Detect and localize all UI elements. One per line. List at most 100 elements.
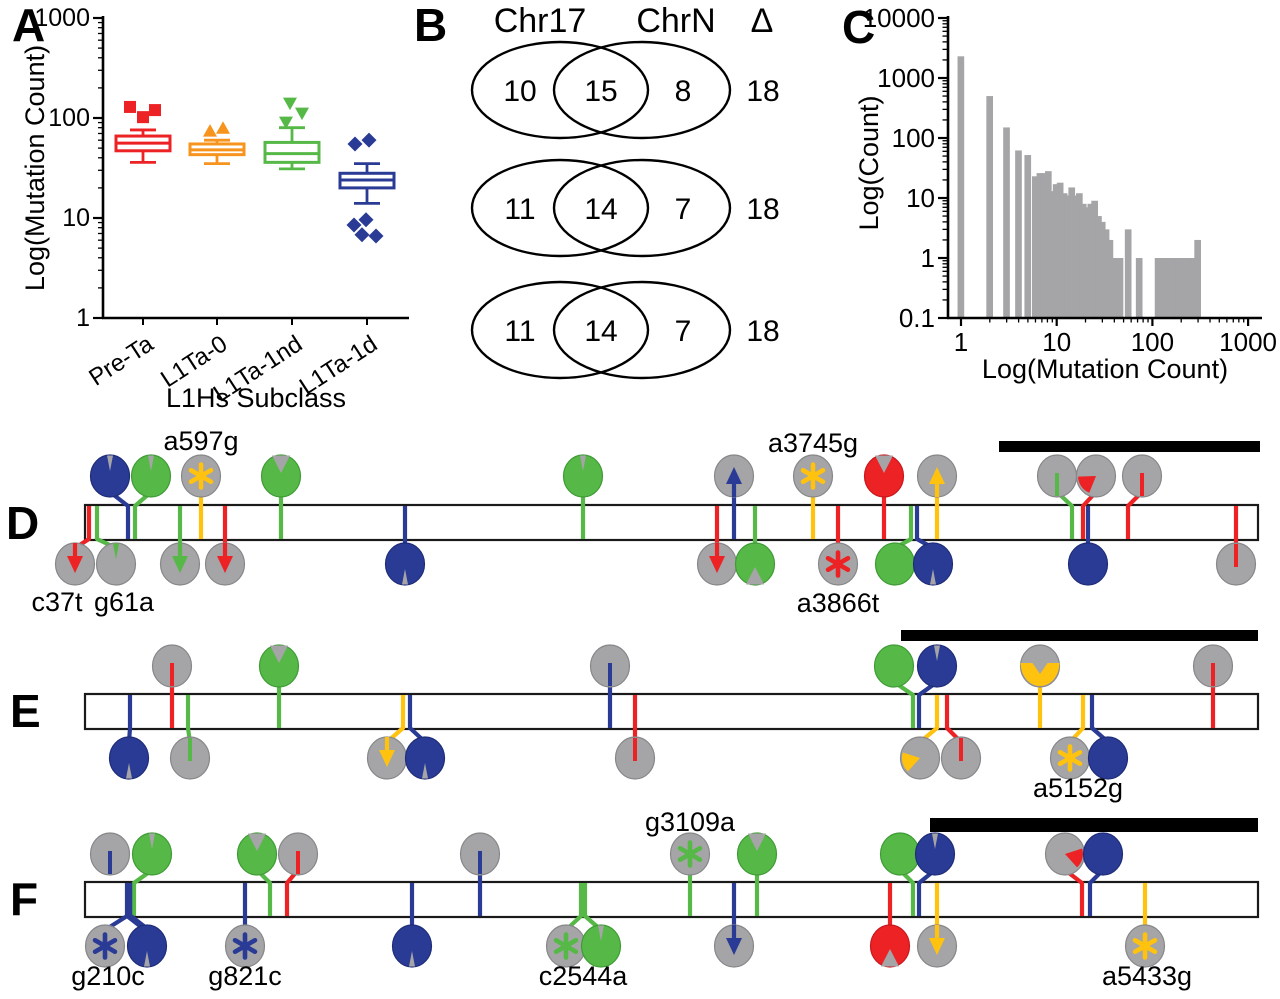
histogram-bar [1124, 229, 1132, 318]
asterisk-mark [800, 467, 826, 485]
mutation-annotation: c2544a [539, 961, 629, 991]
mutation-circle [258, 644, 300, 688]
venn-count-right: 8 [675, 75, 692, 108]
outlier-marker [149, 104, 161, 117]
outlier-marker [279, 116, 293, 130]
histogram-bar [1064, 195, 1072, 318]
mutation-stem [185, 695, 193, 743]
wedge-mark [1065, 848, 1083, 868]
mutation-circle [916, 644, 958, 688]
asterisk-mark [677, 845, 703, 863]
histogram-bar [986, 96, 994, 318]
outlier-marker [346, 217, 362, 233]
mutation-circle [736, 832, 778, 876]
sliver-mark [932, 833, 938, 849]
sliver-mark [402, 569, 408, 585]
outlier-marker [354, 227, 370, 243]
y-axis-title: Log(Mutation Count) [20, 45, 50, 291]
mutation-circle [914, 832, 956, 876]
notch-mark [875, 455, 893, 473]
notch-mark [248, 833, 266, 851]
arrow-head-down [217, 556, 233, 573]
arrow-head-down [726, 938, 742, 955]
histogram-bar [1003, 127, 1010, 318]
mutation-circle [734, 542, 776, 586]
panel-c-label: C [842, 1, 876, 53]
y-tick-label: 100 [892, 123, 935, 153]
mutation-circle [384, 542, 426, 586]
sliver-mark [598, 925, 604, 941]
x-tick-label: 1 [954, 327, 968, 357]
sequence-bar [83, 880, 1260, 919]
venn-ellipse-right [552, 40, 732, 140]
boxplot-panel: 1 10 100 1000 Log(Mutation Count) L1Hs Subcla… [20, 4, 409, 413]
mutation-circle [1067, 542, 1109, 586]
histogram-bar [957, 56, 965, 319]
y-tick-label: 10000 [863, 3, 935, 33]
sliver-mark [148, 455, 154, 471]
mutation-stem [126, 695, 133, 743]
mutation-circle [1087, 736, 1129, 780]
sliver-mark [580, 455, 586, 471]
histogram-bar [1072, 195, 1079, 318]
histogram-bar [1052, 184, 1060, 318]
panel-a-label: A [12, 0, 46, 51]
histogram-bar [1091, 200, 1098, 318]
venn-count-overlap: 14 [584, 193, 617, 226]
mutation-circle [108, 736, 150, 780]
x-tick-label: 1000 [1219, 327, 1277, 357]
venn-count-delta: 18 [746, 75, 779, 108]
y-tick-label: 1 [76, 304, 90, 332]
venn-ellipse-left [470, 158, 650, 258]
histogram-bar [1056, 182, 1064, 318]
notch-mark [748, 833, 766, 851]
venn-count-delta: 18 [746, 193, 779, 226]
sliver-mark [930, 569, 936, 585]
histogram-bar [1044, 171, 1052, 318]
x-axis-title: L1Hs Subclass [166, 383, 346, 413]
venn-ellipse-right [552, 158, 732, 258]
notch-mark [746, 567, 764, 585]
mutation-circle [869, 924, 911, 968]
venn-header-delta: Δ [751, 2, 774, 40]
mutation-annotation: g3109a [645, 807, 736, 837]
coverage-black-bar [999, 441, 1260, 452]
sliver-mark [113, 543, 119, 559]
asterisk-mark [825, 555, 851, 573]
asterisk-mark [1057, 749, 1083, 767]
venn-panel: Chr17 ChrN Δ 10 15 8 18 11 14 7 18 11 14 7 18 [470, 2, 780, 380]
outlier-marker [368, 228, 384, 244]
histogram-bar [1190, 258, 1198, 318]
notch-mark [272, 455, 290, 473]
sliver-mark [149, 833, 155, 849]
arrow-head-down [172, 556, 188, 573]
notch-mark [881, 949, 899, 967]
asterisk-mark [188, 467, 214, 485]
outlier-marker [283, 97, 297, 111]
mutation-circle [89, 454, 131, 498]
mutation-circle [391, 924, 433, 968]
venn-count-overlap: 14 [584, 315, 617, 348]
histogram-bar [1036, 173, 1044, 318]
venn-count-left: 11 [504, 193, 535, 226]
histogram-bar [1098, 221, 1106, 318]
venn-ellipse-left [470, 40, 650, 140]
venn-ellipse-left [470, 280, 650, 380]
panel-d-label: D [6, 497, 40, 549]
mutation-circle [130, 454, 172, 498]
venn-count-right: 7 [675, 193, 692, 226]
y-axis-title: Log(Count) [854, 95, 884, 230]
mutation-maps-panel: a597g a3745g c37t g61a a3866t a5152g g3109a g21… [31, 426, 1260, 991]
y-tick-label: 10 [906, 183, 935, 213]
histogram-bar [1159, 258, 1167, 318]
outlier-marker [137, 111, 149, 124]
histogram-bar [1110, 258, 1118, 318]
histogram-bar [1032, 176, 1039, 318]
histogram-bar [1060, 193, 1068, 318]
y-tick-label: 1000 [877, 63, 935, 93]
mutation-circle [874, 542, 916, 586]
y-tick-label: 10 [62, 204, 90, 232]
mutation-circle [260, 454, 302, 498]
mutation-annotation: a597g [163, 426, 238, 456]
